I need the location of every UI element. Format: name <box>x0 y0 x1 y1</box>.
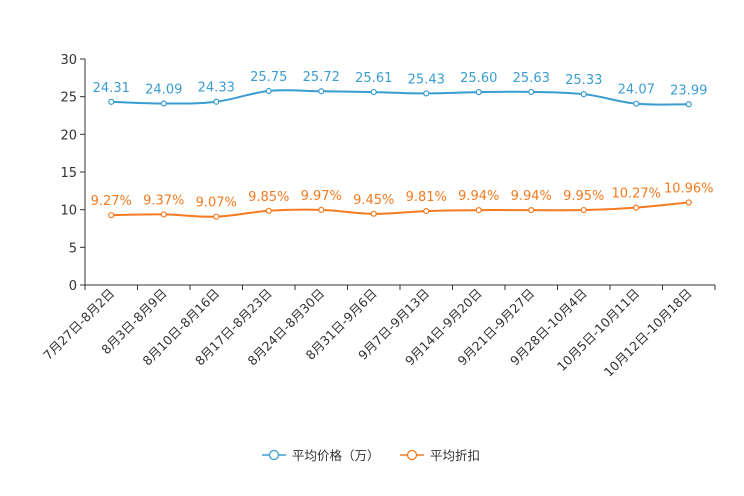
data-point <box>685 101 692 108</box>
data-point <box>475 207 482 214</box>
data-label: 9.27% <box>91 194 132 209</box>
data-point <box>475 89 482 96</box>
y-tick-label: 25 <box>60 91 77 106</box>
data-label: 9.37% <box>143 193 184 208</box>
data-label: 10.96% <box>664 181 714 196</box>
y-tick-label: 10 <box>60 204 77 219</box>
data-label: 9.94% <box>511 189 552 204</box>
series-1: 24.31 24.09 24.33 25.75 25.72 25.61 25.43 25.60… <box>93 70 707 108</box>
legend-item: 平均价格（万） <box>262 448 380 463</box>
y-tick-label: 20 <box>60 128 77 143</box>
y-tick-label: 30 <box>60 53 77 68</box>
data-point <box>213 98 220 105</box>
data-label: 25.61 <box>355 71 392 86</box>
data-point <box>580 206 587 214</box>
data-label: 9.45% <box>353 193 394 208</box>
data-point <box>213 213 220 220</box>
data-label: 25.63 <box>513 71 550 86</box>
data-label: 25.33 <box>565 73 602 88</box>
x-tick-label: 10月12日-10月18日 <box>601 286 695 380</box>
data-label: 25.60 <box>460 71 497 86</box>
data-point <box>265 207 272 214</box>
legend-marker <box>268 449 280 461</box>
data-label: 25.75 <box>250 70 287 85</box>
data-label: 24.09 <box>145 83 182 98</box>
y-tick-label: 15 <box>60 166 77 181</box>
data-point <box>580 91 587 98</box>
data-label: 25.72 <box>303 70 340 85</box>
data-label: 9.97% <box>301 189 342 204</box>
data-point <box>423 207 430 215</box>
legend-item: 平均折扣 <box>400 448 480 463</box>
legend-marker <box>406 449 418 461</box>
data-point <box>528 207 535 214</box>
data-label: 9.07% <box>196 196 237 211</box>
data-point <box>633 100 640 107</box>
data-point <box>265 87 272 95</box>
data-point <box>685 199 692 206</box>
data-point <box>423 90 430 97</box>
data-point <box>370 210 377 217</box>
data-point <box>160 100 167 107</box>
data-label: 24.07 <box>618 83 655 98</box>
data-label: 9.85% <box>248 190 289 205</box>
data-point <box>318 88 325 95</box>
data-label: 9.95% <box>563 189 604 204</box>
data-label: 9.81% <box>406 190 447 205</box>
data-label: 24.33 <box>198 81 235 96</box>
data-point <box>160 211 167 218</box>
series-2: 9.27% 9.37% 9.07% 9.85% 9.97% 9.45% 9.81% 9.94%… <box>91 181 714 220</box>
legend: 平均价格（万） 平均折扣 <box>262 448 480 463</box>
data-label: 9.94% <box>458 189 499 204</box>
axes: 0510152025307月27日-8月2日8月3日-8月9日8月10日-8月1… <box>40 53 716 380</box>
legend-label: 平均价格（万） <box>292 448 380 463</box>
data-point <box>108 98 115 105</box>
series-line <box>111 201 689 218</box>
data-label: 24.31 <box>93 81 130 96</box>
data-label: 23.99 <box>670 83 707 98</box>
data-point <box>633 204 640 211</box>
data-point <box>528 88 535 96</box>
series-line <box>111 89 689 106</box>
y-tick-label: 0 <box>69 279 77 294</box>
data-label: 10.27% <box>611 187 661 202</box>
data-point <box>318 206 325 213</box>
legend-label: 平均折扣 <box>430 448 480 463</box>
data-label: 25.43 <box>408 72 445 87</box>
y-tick-label: 5 <box>69 241 77 256</box>
data-point <box>108 212 115 219</box>
data-point <box>370 88 377 96</box>
